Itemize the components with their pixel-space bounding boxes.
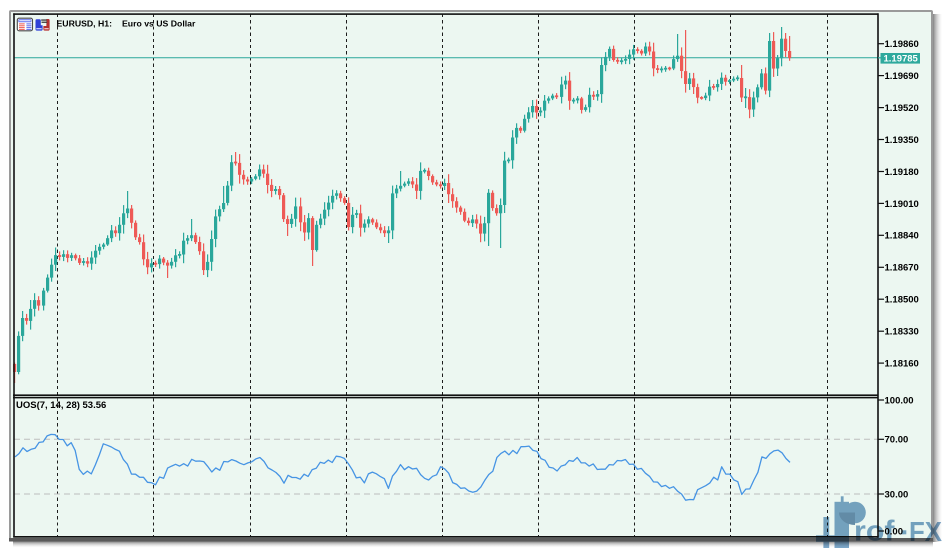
svg-text:100.00: 100.00 <box>885 395 914 406</box>
svg-text:Euro vs US Dollar: Euro vs US Dollar <box>122 19 196 29</box>
svg-text:1.19350: 1.19350 <box>885 135 919 146</box>
svg-text:1.19785: 1.19785 <box>884 54 919 65</box>
svg-text:1.19860: 1.19860 <box>885 39 919 50</box>
svg-text:1.18500: 1.18500 <box>885 295 919 306</box>
svg-text:EURUSD, H1:: EURUSD, H1: <box>57 19 113 29</box>
svg-text:1.19690: 1.19690 <box>885 71 919 82</box>
svg-text:UOS(7, 14, 28) 53.56: UOS(7, 14, 28) 53.56 <box>16 400 106 411</box>
svg-text:1.18840: 1.18840 <box>885 231 919 242</box>
svg-text:30.00: 30.00 <box>885 489 909 500</box>
svg-text:1.19010: 1.19010 <box>885 199 919 210</box>
svg-text:1.18330: 1.18330 <box>885 327 919 338</box>
svg-text:1.19520: 1.19520 <box>885 103 919 114</box>
svg-text:70.00: 70.00 <box>885 435 909 446</box>
svg-text:1.18160: 1.18160 <box>885 359 919 370</box>
svg-text:1.19180: 1.19180 <box>885 167 919 178</box>
svg-text:0.00: 0.00 <box>885 526 904 537</box>
svg-text:FX: FX <box>909 516 942 547</box>
svg-text:1.18670: 1.18670 <box>885 263 919 274</box>
svg-text:rof: rof <box>854 516 895 548</box>
